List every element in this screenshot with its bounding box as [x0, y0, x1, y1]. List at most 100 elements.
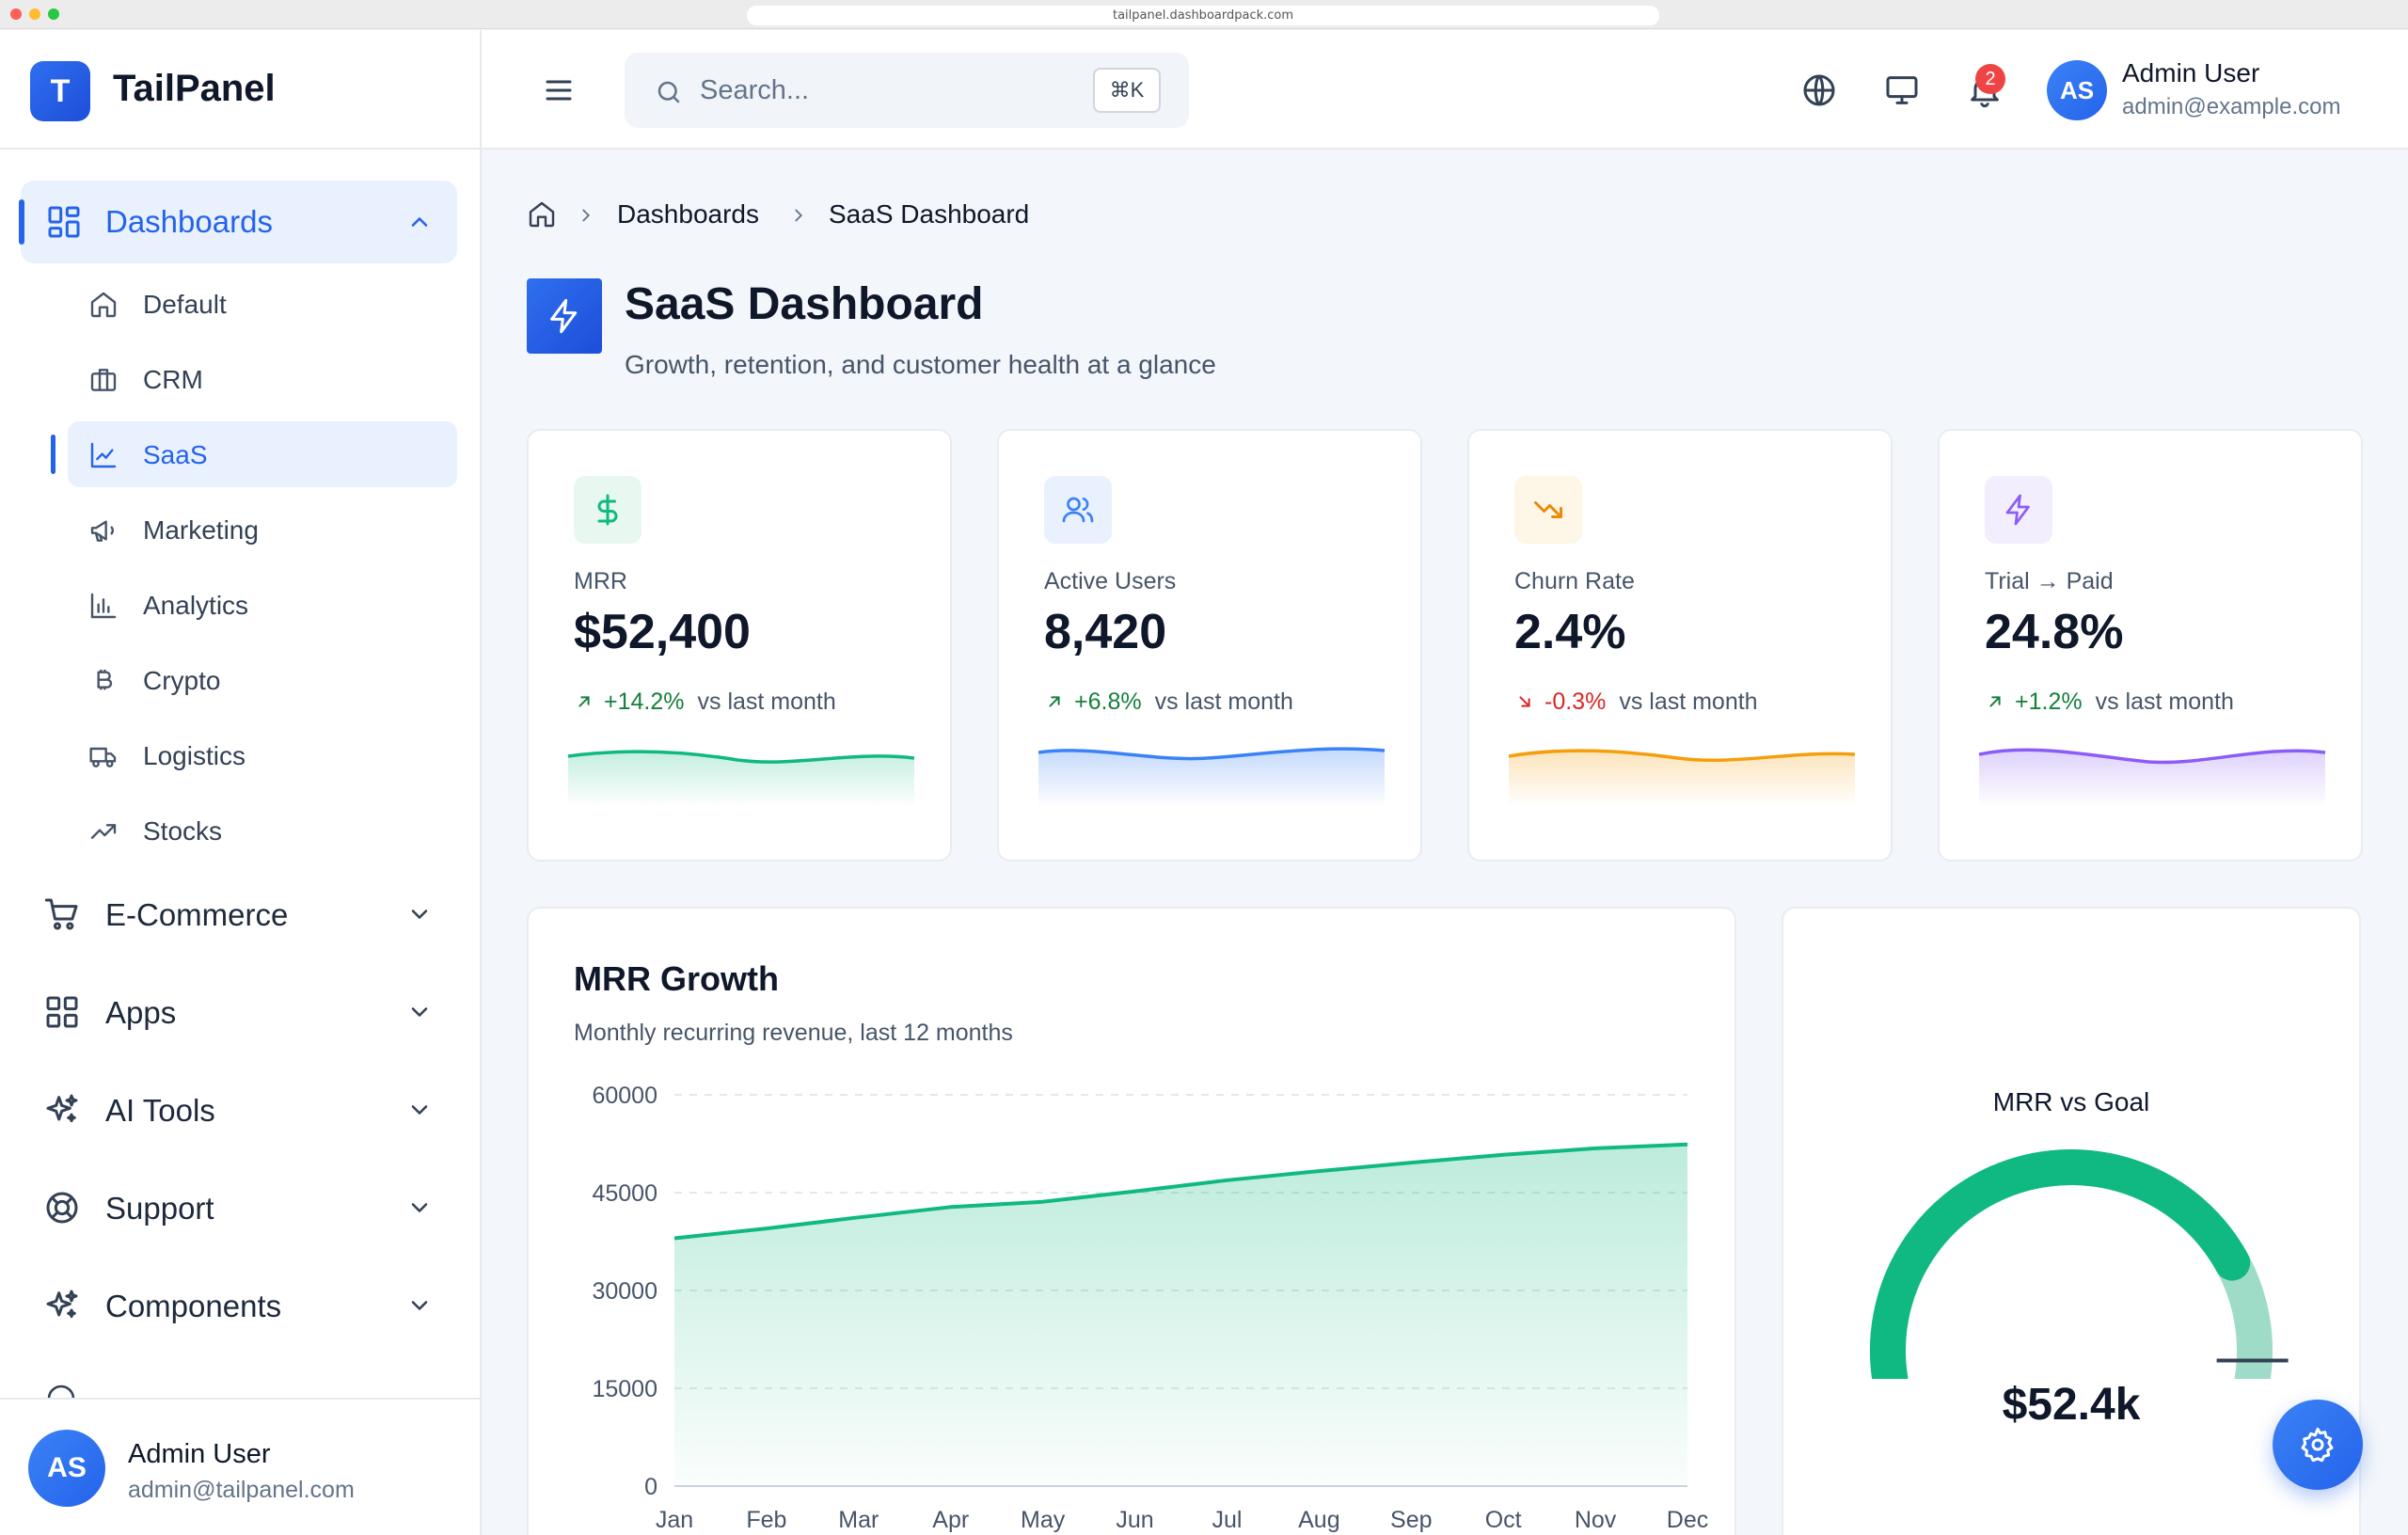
kpi-card-active-users[interactable]: Active Users 8,420 +6.8% vs last month [997, 429, 1422, 862]
data-point[interactable] [1590, 1143, 1601, 1154]
brand[interactable]: T TailPanel [0, 30, 480, 150]
kpi-card-mrr[interactable]: MRR $52,400 +14.2% vs last month [527, 429, 952, 862]
briefcase-icon [90, 369, 117, 391]
x-tick-label: Sep [1390, 1507, 1432, 1533]
kpi-card-churn-rate[interactable]: Churn Rate 2.4% -0.3% vs last month [1467, 429, 1893, 862]
gauge-value: $52.4k [2002, 1380, 2141, 1430]
maximize-window-button[interactable] [48, 8, 59, 20]
data-point[interactable] [1497, 1149, 1509, 1161]
chevron-down-icon[interactable] [406, 1097, 433, 1123]
search-box[interactable]: Search... ⌘K [625, 53, 1189, 128]
monitor-icon[interactable] [1883, 71, 1921, 109]
chevron-down-icon[interactable] [406, 901, 433, 927]
breadcrumb-current: SaaS Dashboard [829, 199, 1030, 229]
sidebar-item-label: Crypto [143, 666, 221, 695]
kpi-label: Trial → Paid [1985, 568, 2114, 594]
url-bar[interactable]: tailpanel.dashboardpack.com [747, 6, 1659, 25]
sidebar-group-label: Support [105, 1191, 214, 1226]
sidebar-item-dashboards[interactable]: Dashboards [19, 181, 457, 263]
avatar: AS [28, 1430, 105, 1507]
x-tick-label: Jan [656, 1507, 693, 1533]
chevron-down-icon[interactable] [406, 999, 433, 1025]
user-name: Admin User [2122, 58, 2260, 87]
kpi-delta-note: vs last month [1154, 688, 1293, 715]
trending-up-icon [90, 824, 117, 839]
kpi-delta-note: vs last month [1619, 688, 1758, 715]
sidebar-item-analytics[interactable]: Analytics [68, 572, 457, 638]
chevron-down-icon[interactable] [406, 1292, 433, 1319]
lifebuoy-icon [46, 1192, 78, 1224]
sidebar-item-saas[interactable]: SaaS [51, 421, 457, 487]
data-point[interactable] [1130, 1186, 1141, 1197]
x-tick-label: Feb [746, 1507, 786, 1533]
sidebar-item-marketing[interactable]: Marketing [68, 497, 457, 562]
sidebar-item-default[interactable]: Default [68, 271, 457, 337]
home-icon[interactable] [527, 199, 557, 229]
sparkles-icon [46, 1094, 78, 1123]
gauge-title: MRR vs Goal [1992, 1087, 2150, 1116]
chevron-right-icon [795, 209, 803, 222]
notification-badge: 2 [1975, 64, 2005, 94]
chevron-down-icon[interactable] [406, 1195, 433, 1221]
brand-logo: T [30, 61, 90, 121]
kpi-icon-box [1044, 476, 1112, 544]
data-point[interactable] [1313, 1165, 1324, 1177]
sidebar-group-components[interactable]: Components [21, 1268, 457, 1343]
x-tick-label: May [1021, 1507, 1066, 1533]
sidebar-group-label: Apps [105, 995, 177, 1030]
x-tick-label: Apr [932, 1507, 969, 1533]
sidebar-group-ecommerce[interactable]: E-Commerce [21, 877, 457, 952]
data-point[interactable] [1038, 1196, 1049, 1208]
sidebar-user-card[interactable]: AS Admin User admin@tailpanel.com [0, 1398, 480, 1535]
home-icon [90, 292, 117, 318]
kpi-delta: +6.8% vs last month [1044, 688, 1293, 716]
data-point[interactable] [761, 1223, 772, 1234]
data-point[interactable] [1682, 1139, 1693, 1150]
globe-icon[interactable] [1800, 71, 1838, 109]
minimize-window-button[interactable] [29, 8, 40, 20]
close-window-button[interactable] [10, 8, 22, 20]
kpi-value: 8,420 [1044, 605, 1167, 659]
chevron-up-icon[interactable] [406, 209, 433, 235]
sidebar-item-label: Marketing [143, 515, 259, 545]
settings-button[interactable] [2273, 1400, 2363, 1490]
arrow-up-right-icon [578, 696, 590, 707]
x-tick-label: Dec [1667, 1507, 1708, 1533]
chevron-right-icon [582, 209, 591, 222]
data-point[interactable] [945, 1201, 957, 1212]
kpi-delta: +14.2% vs last month [574, 688, 836, 716]
mrr-growth-card: MRR Growth Monthly recurring revenue, la… [527, 907, 1736, 1535]
search-input[interactable]: Search... [700, 75, 810, 105]
sidebar-group-ai-tools[interactable]: AI Tools [21, 1072, 457, 1147]
bar-chart-icon [90, 593, 117, 619]
kpi-card-trial-to-paid[interactable]: Trial → Paid 24.8% +1.2% vs last month [1938, 429, 2363, 862]
sidebar: T TailPanel Dashboards Default CRM SaaS … [0, 30, 482, 1535]
data-point[interactable] [853, 1211, 864, 1223]
chart-subtitle: Monthly recurring revenue, last 12 month… [574, 1020, 1013, 1046]
sidebar-item-label: CRM [143, 365, 203, 394]
sidebar-item-crypto[interactable]: Crypto [68, 647, 457, 713]
scrolled-item-icon [47, 1385, 75, 1398]
sidebar-item-stocks[interactable]: Stocks [68, 798, 457, 863]
data-point[interactable] [1405, 1157, 1417, 1168]
x-tick-label: Oct [1485, 1507, 1522, 1533]
goal-gauge [1870, 1148, 2289, 1379]
y-tick-label: 30000 [592, 1278, 657, 1305]
gear-icon [2301, 1427, 2334, 1463]
user-name: Admin User [128, 1439, 271, 1469]
sidebar-group-support[interactable]: Support [21, 1170, 457, 1245]
kpi-delta-note: vs last month [2095, 688, 2234, 715]
trending-down-icon [1534, 501, 1562, 518]
menu-icon[interactable] [542, 73, 576, 107]
breadcrumb-dashboards[interactable]: Dashboards [617, 199, 759, 229]
mrr-area-chart[interactable]: 0 15000 30000 45000 60000 Jan Feb Mar Apr May Jun J… [547, 1068, 1714, 1535]
sidebar-group-apps[interactable]: Apps [21, 974, 457, 1050]
kpi-delta: +1.2% vs last month [1985, 688, 2234, 716]
active-indicator [51, 435, 55, 474]
sidebar-item-logistics[interactable]: Logistics [68, 722, 457, 788]
area-fill [674, 1144, 1687, 1486]
sidebar-item-crm[interactable]: CRM [68, 346, 457, 412]
data-point[interactable] [669, 1233, 680, 1244]
bolt-icon [550, 298, 578, 334]
data-point[interactable] [1221, 1175, 1232, 1186]
